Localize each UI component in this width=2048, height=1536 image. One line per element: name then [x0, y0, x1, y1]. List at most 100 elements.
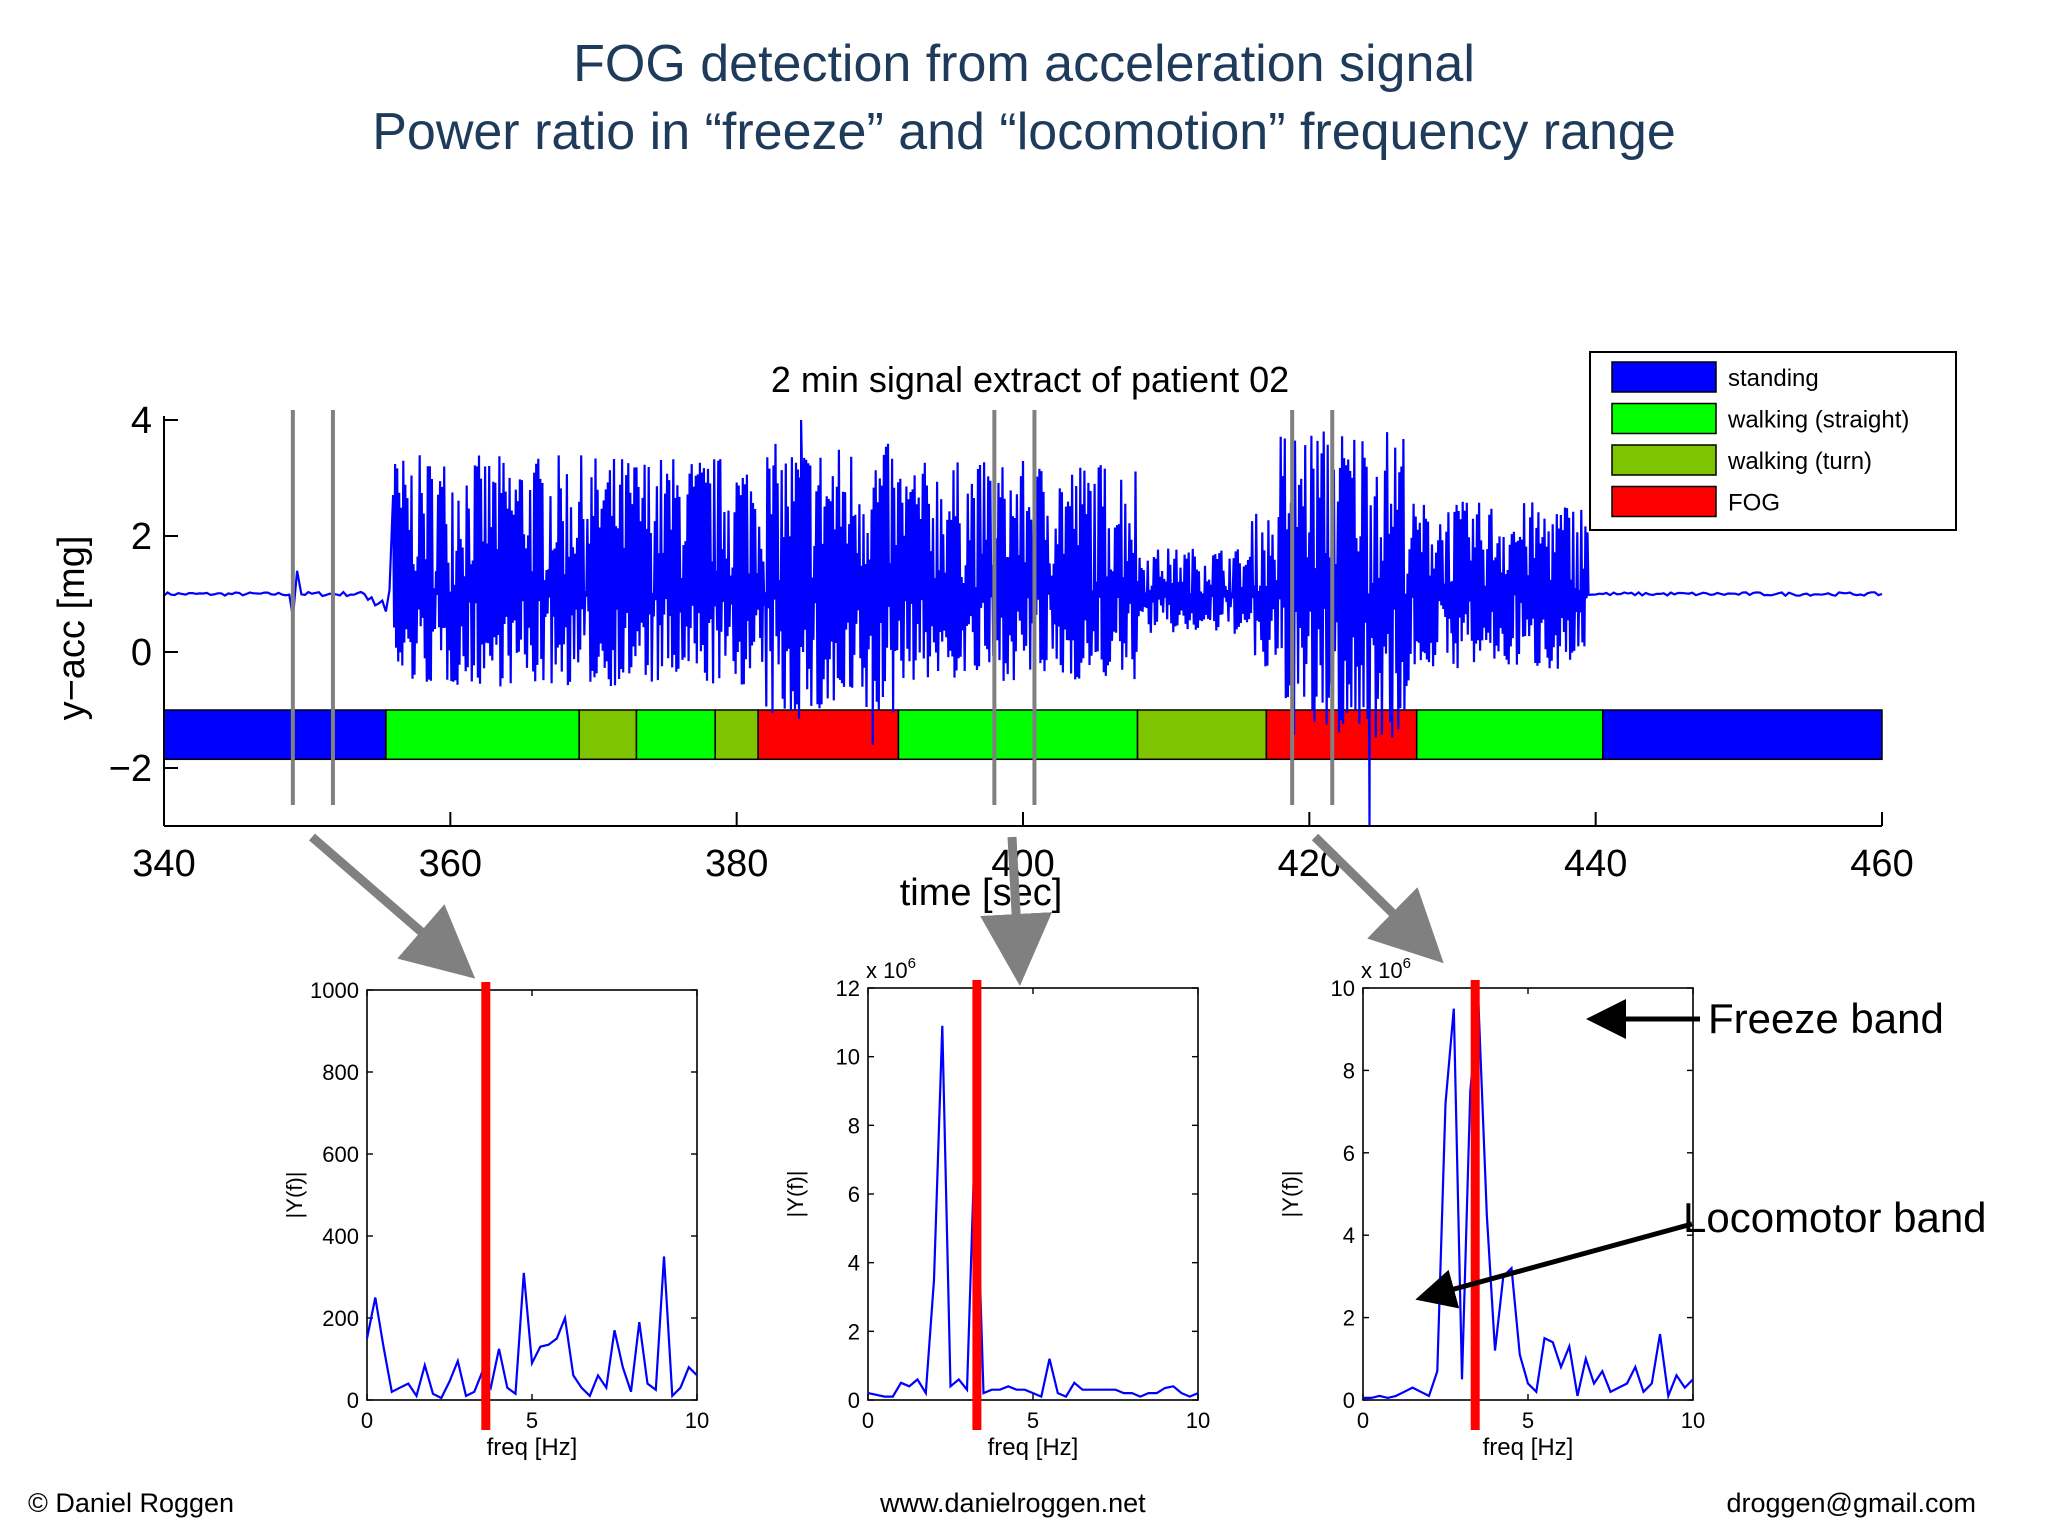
spectrum-line [365, 1256, 698, 1400]
plot-frame [366, 989, 698, 1401]
x-tick-label-2: 10 [1681, 1408, 1705, 1433]
spectrum-line [1363, 1004, 1694, 1401]
y-tick-label-5: 10 [836, 1045, 860, 1070]
acceleration-line [163, 419, 1883, 827]
legend-label-2: walking (turn) [1727, 448, 1872, 475]
spectrum-line [867, 1025, 1199, 1399]
activity-segment-7 [1136, 709, 1268, 761]
plot-frame [867, 987, 1199, 1401]
y-tick-label-6: 12 [836, 976, 860, 1001]
title-line-2: Power ratio in “freeze” and “locomotion”… [372, 103, 1676, 161]
x-tick-label-3: 400 [991, 843, 1054, 885]
y-axis-label: |Y(f)| [282, 1172, 307, 1219]
activity-segment-0 [163, 709, 387, 761]
x-tick-label-1: 5 [1027, 1408, 1039, 1433]
x-tick-label-5: 440 [1564, 843, 1627, 885]
arrow-to-spectrum-3 [1311, 833, 1444, 964]
y-tick-label-4: 8 [848, 1113, 860, 1138]
legend-label-0: standing [1728, 365, 1819, 392]
y-tick-label-4: 8 [1343, 1058, 1355, 1083]
y-tick-label-0: 0 [1343, 1388, 1355, 1413]
x-axis-label: time [sec] [900, 872, 1063, 914]
x-tick-label-0: 0 [361, 1408, 373, 1433]
window-markers [290, 410, 1335, 805]
y-multiplier: x 106 [1361, 955, 1411, 983]
footer-website: www.danielroggen.net [880, 1488, 1146, 1518]
y-tick-label-2: 400 [322, 1224, 359, 1249]
footer-email: droggen@gmail.com [1726, 1488, 1976, 1518]
y-tick-label-5: 1000 [310, 978, 359, 1003]
y-tick-label-1: 200 [322, 1306, 359, 1331]
x-axis-label: freq [Hz] [988, 1434, 1079, 1461]
y-tick-label-0: 0 [848, 1388, 860, 1413]
chart-title: 2 min signal extract of patient 02 [771, 359, 1289, 400]
legend-label-3: FOG [1728, 490, 1780, 517]
acceleration-series [163, 419, 1883, 827]
chart-legend: standing walking (straight) walking (turn)… [1589, 351, 1957, 531]
spectrum-plot-standing: 0 5 10 0 200 400 600 800 1000 freq [Hz] |Y(f)| [282, 978, 709, 1461]
legend-swatch-3 [1611, 485, 1717, 518]
footer-copyright: © Daniel Roggen [28, 1488, 235, 1518]
x-tick-label-2: 380 [705, 843, 768, 885]
y-tick-label-3: 6 [848, 1182, 860, 1207]
y-tick-label-2: 4 [1343, 1223, 1355, 1248]
y-tick-label-0: 0 [347, 1388, 359, 1413]
y-tick-label-5: 10 [1331, 976, 1355, 1001]
activity-segment-1 [385, 709, 580, 761]
x-tick-label-0: 0 [1357, 1408, 1369, 1433]
x-axis-label: freq [Hz] [487, 1434, 578, 1461]
activity-segment-9 [1415, 709, 1604, 761]
arrow-to-spectrum-1 [309, 833, 476, 979]
y-multiplier-exponent: 6 [1403, 955, 1411, 972]
y-multiplier: x 106 [866, 955, 916, 983]
y-multiplier-exponent: 6 [908, 955, 916, 972]
y-tick-label-0: 4 [131, 400, 152, 442]
x-tick-label-6: 460 [1850, 843, 1913, 885]
locomotor-band-label: Locomotor band [1683, 1194, 1987, 1241]
y-tick-label-1: 2 [1343, 1306, 1355, 1331]
y-tick-label-2: 4 [848, 1251, 860, 1276]
y-axis-label: |Y(f)| [783, 1171, 808, 1218]
y-tick-label-3: 6 [1343, 1141, 1355, 1166]
locomotor-band-arrow [1415, 1221, 1693, 1309]
pointer-arrows [309, 833, 1444, 986]
activity-segment-10 [1602, 709, 1883, 761]
slide-title: FOG detection from acceleration signal P… [0, 30, 2048, 166]
x-tick-label-2: 10 [1186, 1408, 1210, 1433]
x-axis-label: freq [Hz] [1483, 1434, 1574, 1461]
activity-segment-6 [897, 709, 1139, 761]
x-tick-label-2: 10 [685, 1408, 709, 1433]
spectrum-plot-fog: 0 5 10 0 2 4 6 8 10 freq [Hz] |Y(f)| x 106 [1278, 955, 1705, 1461]
y-axis-label: y−acc [mg] [51, 536, 93, 721]
band-annotations: Freeze band Locomotor band [1415, 995, 1987, 1309]
activity-segment-5 [757, 709, 900, 761]
freeze-band-label: Freeze band [1708, 995, 1944, 1042]
y-tick-label-1: 2 [848, 1319, 860, 1344]
legend-swatch-1 [1611, 402, 1717, 435]
y-tick-label-1: 2 [131, 516, 152, 558]
title-line-1: FOG detection from acceleration signal [573, 35, 1475, 93]
y-tick-label-3: 600 [322, 1142, 359, 1167]
activity-segment-4 [714, 709, 759, 761]
y-axis-label: |Y(f)| [1278, 1171, 1303, 1218]
activity-bar [163, 709, 1883, 761]
x-tick-label-0: 340 [132, 843, 195, 885]
x-tick-label-1: 360 [419, 843, 482, 885]
time-signal-plot: 2 min signal extract of patient 02 340 36… [51, 351, 1957, 914]
activity-segment-2 [578, 709, 638, 761]
y-tick-label-3: −2 [109, 748, 152, 790]
plot-frame [1362, 987, 1694, 1401]
spectrum-plot-walking: 0 5 10 0 2 4 6 8 10 12 freq [Hz] |Y(f)| x 106 [783, 955, 1210, 1461]
legend-swatch-0 [1611, 361, 1717, 393]
y-tick-label-4: 800 [322, 1060, 359, 1085]
arrow-to-spectrum-2 [980, 836, 1053, 986]
y-tick-label-2: 0 [131, 632, 152, 674]
legend-swatch-2 [1611, 444, 1717, 476]
x-tick-label-1: 5 [1522, 1408, 1534, 1433]
legend-label-1: walking (straight) [1727, 407, 1909, 434]
x-tick-label-0: 0 [862, 1408, 874, 1433]
x-tick-label-1: 5 [526, 1408, 538, 1433]
activity-segment-3 [635, 709, 716, 761]
